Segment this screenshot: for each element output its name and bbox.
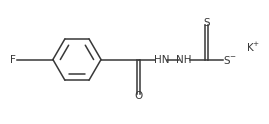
Text: HN: HN bbox=[154, 55, 169, 65]
Text: O: O bbox=[134, 91, 143, 101]
Text: F: F bbox=[10, 55, 16, 65]
Text: S: S bbox=[203, 18, 210, 28]
Text: NH: NH bbox=[176, 55, 192, 65]
Text: S$^{-}$: S$^{-}$ bbox=[222, 54, 236, 66]
Text: K$^{+}$: K$^{+}$ bbox=[246, 41, 261, 54]
